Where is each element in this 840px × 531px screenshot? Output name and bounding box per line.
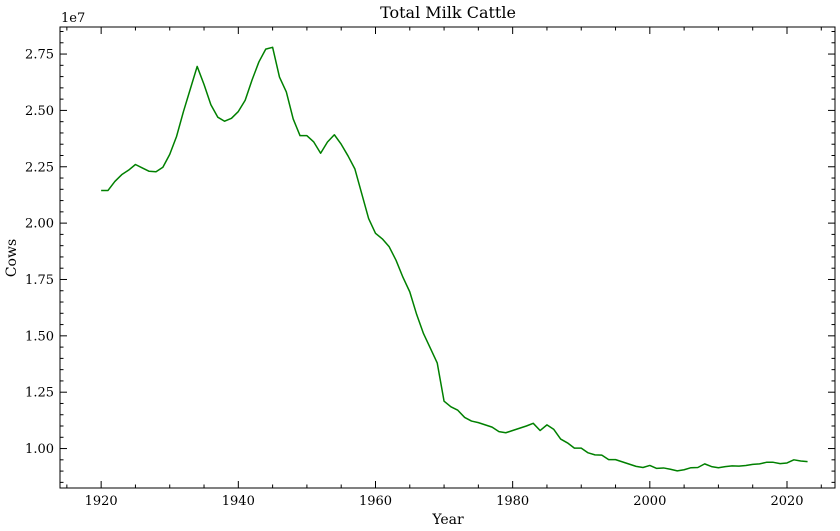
y-tick-label: 1.75 xyxy=(25,273,54,288)
axis-tick-labels: 1920 1940 1960 1980 2000 2020 1.00 1.25 1.50 1.75… xyxy=(25,48,803,509)
y-tick-label: 1.50 xyxy=(25,329,54,344)
y-tick-label: 2.50 xyxy=(25,104,54,119)
plot-frame xyxy=(59,26,836,489)
series-line xyxy=(101,46,808,472)
axis-ticks xyxy=(60,27,835,488)
x-tick-label: 1920 xyxy=(85,494,118,509)
x-tick-label: 1960 xyxy=(359,494,392,509)
y-tick-label: 2.00 xyxy=(25,217,54,232)
y-tick-label: 2.25 xyxy=(25,160,54,175)
x-tick-label: 1980 xyxy=(496,494,529,509)
x-axis-title: Year xyxy=(431,512,464,528)
y-tick-label: 2.75 xyxy=(25,48,54,63)
x-tick-label: 2020 xyxy=(770,494,803,509)
x-tick-label: 1940 xyxy=(222,494,255,509)
y-tick-label: 1.25 xyxy=(25,386,54,401)
chart-title: Total Milk Cattle xyxy=(380,3,516,22)
y-tick-label: 1.00 xyxy=(25,442,54,457)
x-tick-label: 2000 xyxy=(633,494,666,509)
y-axis-title: Cows xyxy=(4,239,20,277)
y-axis-offset-label: 1e7 xyxy=(61,11,85,26)
